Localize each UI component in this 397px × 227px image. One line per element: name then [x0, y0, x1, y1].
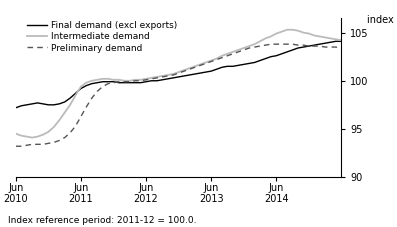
Final demand (excl exports)	[296, 47, 301, 49]
Intermediate demand	[214, 57, 219, 60]
Intermediate demand	[339, 39, 344, 42]
Legend: Final demand (excl exports), Intermediate demand, Preliminary demand: Final demand (excl exports), Intermediat…	[27, 21, 177, 53]
Preliminary demand	[127, 80, 132, 83]
Line: Preliminary demand: Preliminary demand	[16, 44, 341, 146]
Preliminary demand	[13, 145, 18, 148]
Intermediate demand	[306, 32, 311, 35]
Preliminary demand	[339, 47, 344, 49]
Intermediate demand	[30, 136, 35, 139]
Intermediate demand	[285, 28, 289, 31]
Preliminary demand	[209, 60, 214, 63]
Preliminary demand	[79, 115, 83, 118]
Preliminary demand	[301, 44, 306, 47]
Final demand (excl exports)	[209, 70, 214, 72]
Text: Index reference period: 2011-12 = 100.0.: Index reference period: 2011-12 = 100.0.	[8, 216, 197, 225]
Line: Final demand (excl exports): Final demand (excl exports)	[16, 41, 341, 108]
Final demand (excl exports)	[333, 40, 338, 43]
Final demand (excl exports)	[13, 106, 18, 109]
Preliminary demand	[268, 43, 273, 46]
Intermediate demand	[13, 132, 18, 135]
Final demand (excl exports)	[127, 81, 132, 84]
Intermediate demand	[84, 81, 89, 84]
Y-axis label: index no.: index no.	[368, 15, 397, 25]
Final demand (excl exports)	[79, 87, 83, 90]
Final demand (excl exports)	[187, 74, 192, 76]
Preliminary demand	[89, 97, 94, 99]
Final demand (excl exports)	[339, 40, 344, 43]
Intermediate demand	[95, 79, 100, 81]
Intermediate demand	[133, 79, 138, 81]
Line: Intermediate demand: Intermediate demand	[16, 30, 341, 138]
Intermediate demand	[193, 65, 197, 68]
Preliminary demand	[187, 68, 192, 71]
Final demand (excl exports)	[89, 82, 94, 85]
